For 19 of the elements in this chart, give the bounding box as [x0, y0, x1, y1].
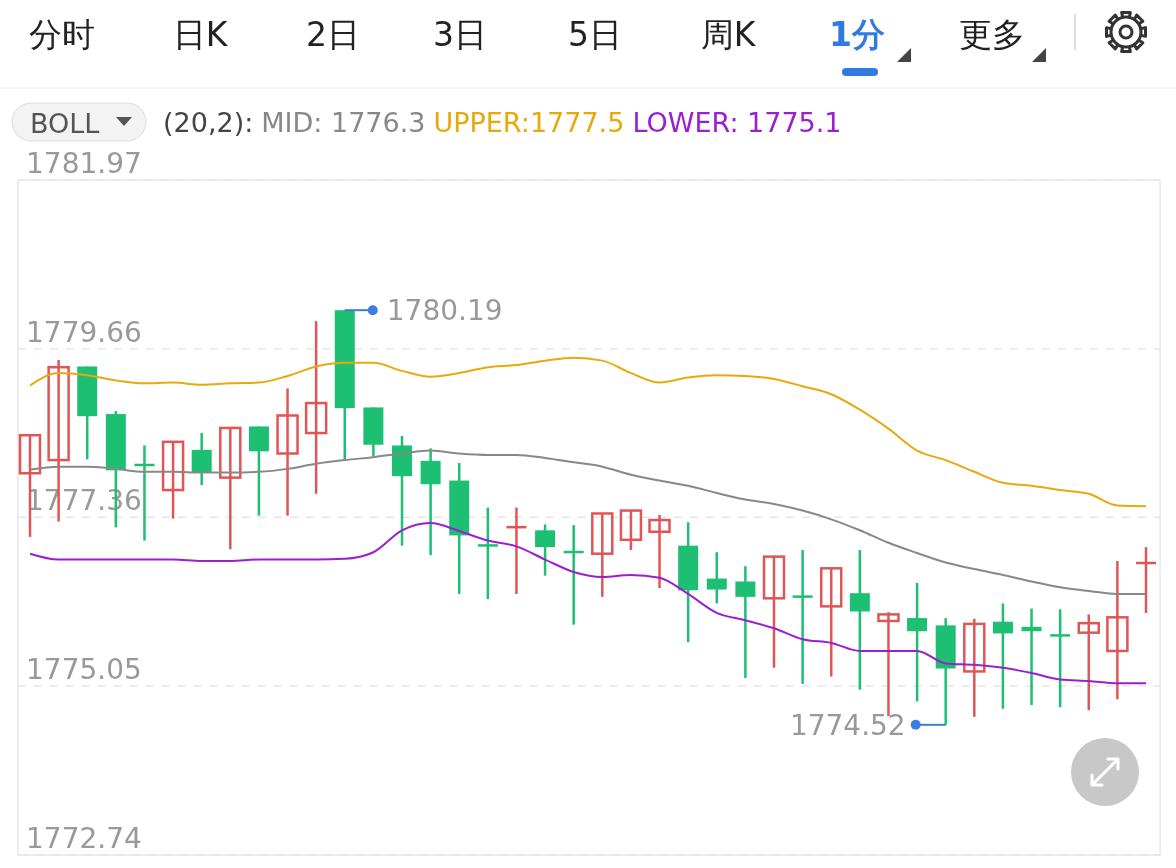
y-tick-label: 1775.05 [26, 653, 142, 687]
y-tick-label: 1779.66 [26, 315, 142, 349]
annotation: 1780.19 [386, 294, 503, 328]
text: BOLL [30, 108, 100, 139]
text: 日K [172, 15, 229, 54]
text: UPPER:1777.5 [433, 107, 625, 138]
text: 2日 [306, 15, 360, 54]
legend-title: (20,2): [163, 107, 254, 138]
text: MID: 1776.3 [261, 107, 426, 138]
text: 1分 [829, 15, 885, 54]
annotation: 1774.52 [789, 708, 906, 742]
text: 周K [700, 15, 757, 54]
text: 5日 [568, 15, 622, 54]
text: 更多 [959, 15, 1025, 54]
text: LOWER: 1775.1 [632, 107, 842, 138]
y-tick-label: 1781.97 [26, 147, 142, 180]
y-tick-label: 1772.74 [26, 822, 142, 855]
text: 3日 [433, 15, 487, 54]
text: 分时 [29, 15, 95, 54]
